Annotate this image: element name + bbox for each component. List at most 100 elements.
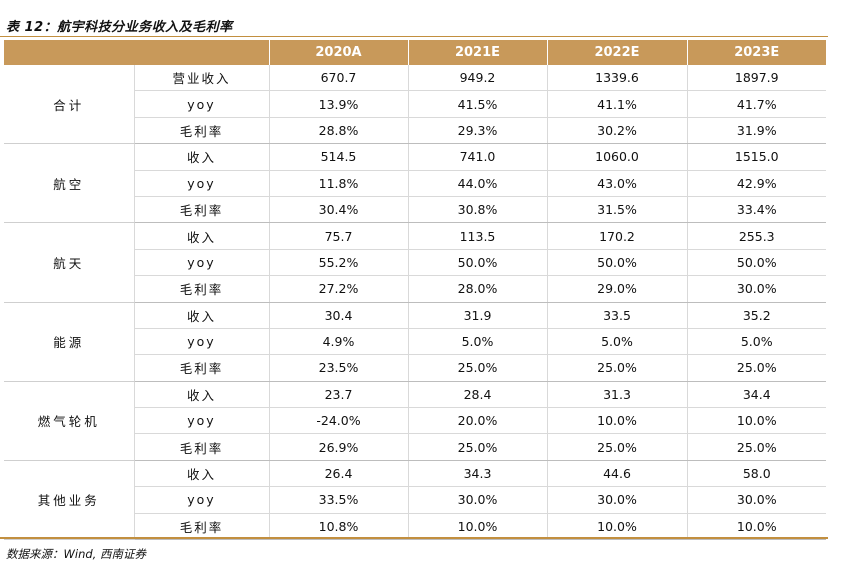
value-cell: 10.0% xyxy=(407,513,547,541)
table-row: yoy 55.2% 50.0% 50.0% 50.0% xyxy=(4,249,826,277)
value-cell: 30.2% xyxy=(546,117,687,145)
metric-label: 收入 xyxy=(133,381,269,409)
value-cell: 10.0% xyxy=(546,407,687,435)
value-cell: 33.5 xyxy=(546,302,687,329)
metric-label: 营业收入 xyxy=(133,65,269,92)
value-cell: 23.7 xyxy=(268,381,408,409)
metric-label: yoy xyxy=(133,170,269,197)
group-label: 燃气轮机 xyxy=(4,381,134,461)
value-cell: 514.5 xyxy=(268,143,408,171)
value-cell: 33.4% xyxy=(686,196,826,224)
value-cell: 949.2 xyxy=(407,65,547,92)
group-label: 航空 xyxy=(4,143,134,224)
table-row: 毛利率 28.8% 29.3% 30.2% 31.9% xyxy=(4,117,826,145)
value-cell: 41.5% xyxy=(407,90,547,118)
metric-label: 毛利率 xyxy=(133,117,269,145)
metric-label: 毛利率 xyxy=(133,433,269,461)
value-cell: 29.3% xyxy=(407,117,547,145)
value-cell: 26.9% xyxy=(268,433,408,461)
table-row: 合计 营业收入 670.7 949.2 1339.6 1897.9 xyxy=(4,65,826,145)
group-label: 合计 xyxy=(4,65,134,145)
value-cell: 30.0% xyxy=(686,486,826,514)
metric-label: 收入 xyxy=(133,222,269,250)
value-cell: 30.0% xyxy=(686,275,826,303)
value-cell: 741.0 xyxy=(407,143,547,171)
metric-label: yoy xyxy=(133,328,269,356)
group-label: 航天 xyxy=(4,222,134,303)
title-rule xyxy=(0,36,828,37)
value-cell: 670.7 xyxy=(268,65,408,92)
value-cell: 34.4 xyxy=(686,381,826,409)
value-cell: 25.0% xyxy=(686,433,826,461)
group-label: 其他业务 xyxy=(4,460,134,541)
value-cell: 255.3 xyxy=(686,222,826,250)
table-row: 毛利率 26.9% 25.0% 25.0% 25.0% xyxy=(4,433,826,461)
value-cell: 170.2 xyxy=(546,222,687,250)
value-cell: 26.4 xyxy=(268,460,408,488)
header-cell: 2023E xyxy=(686,40,826,65)
metric-label: 收入 xyxy=(133,143,269,171)
table-row: yoy -24.0% 20.0% 10.0% 10.0% xyxy=(4,407,826,435)
value-cell: 41.1% xyxy=(546,90,687,118)
value-cell: 25.0% xyxy=(686,354,826,382)
value-cell: 1060.0 xyxy=(546,143,687,171)
value-cell: 10.8% xyxy=(268,513,408,541)
value-cell: 5.0% xyxy=(546,328,687,356)
table-row: 航天 收入 75.7 113.5 170.2 255.3 xyxy=(4,222,826,303)
value-cell: 13.9% xyxy=(268,90,408,118)
table-row: 毛利率 10.8% 10.0% 10.0% 10.0% xyxy=(4,513,826,541)
value-cell: 30.8% xyxy=(407,196,547,224)
value-cell: 30.0% xyxy=(407,486,547,514)
header-cell: 2020A xyxy=(268,40,408,65)
value-cell: 25.0% xyxy=(546,354,687,382)
value-cell: 10.0% xyxy=(546,513,687,541)
metric-label: 收入 xyxy=(133,302,269,329)
header-cell: 2022E xyxy=(546,40,687,65)
value-cell: 25.0% xyxy=(407,433,547,461)
metric-label: 收入 xyxy=(133,460,269,488)
table-row: 毛利率 30.4% 30.8% 31.5% 33.4% xyxy=(4,196,826,224)
bottom-rule xyxy=(0,537,828,539)
value-cell: 29.0% xyxy=(546,275,687,303)
value-cell: 11.8% xyxy=(268,170,408,197)
value-cell: 10.0% xyxy=(686,407,826,435)
value-cell: 25.0% xyxy=(546,433,687,461)
value-cell: 33.5% xyxy=(268,486,408,514)
header-cell: 2021E xyxy=(407,40,547,65)
value-cell: 50.0% xyxy=(686,249,826,277)
value-cell: 28.8% xyxy=(268,117,408,145)
metric-label: 毛利率 xyxy=(133,196,269,224)
value-cell: 34.3 xyxy=(407,460,547,488)
value-cell: 23.5% xyxy=(268,354,408,382)
value-cell: 20.0% xyxy=(407,407,547,435)
value-cell: 30.0% xyxy=(546,486,687,514)
value-cell: 55.2% xyxy=(268,249,408,277)
metric-label: yoy xyxy=(133,407,269,435)
source-note: 数据来源：Wind, 西南证券 xyxy=(6,547,146,561)
group-label: 能源 xyxy=(4,302,134,382)
table-body: 合计 营业收入 670.7 949.2 1339.6 1897.9 yoy 13.9% 41.5… xyxy=(4,65,826,541)
value-cell: 5.0% xyxy=(407,328,547,356)
table-row: 燃气轮机 收入 23.7 28.4 31.3 34.4 xyxy=(4,381,826,461)
value-cell: 50.0% xyxy=(407,249,547,277)
table-row: 毛利率 27.2% 28.0% 29.0% 30.0% xyxy=(4,275,826,303)
table-row: yoy 33.5% 30.0% 30.0% 30.0% xyxy=(4,486,826,514)
value-cell: 50.0% xyxy=(546,249,687,277)
value-cell: 31.9 xyxy=(407,302,547,329)
value-cell: 44.0% xyxy=(407,170,547,197)
metric-label: 毛利率 xyxy=(133,513,269,541)
value-cell: 42.9% xyxy=(686,170,826,197)
header-row: 2020A 2021E 2022E 2023E xyxy=(4,40,826,65)
value-cell: 5.0% xyxy=(686,328,826,356)
table-row: yoy 4.9% 5.0% 5.0% 5.0% xyxy=(4,328,826,356)
header-cell xyxy=(4,40,134,65)
table-row: 能源 收入 30.4 31.9 33.5 35.2 xyxy=(4,302,826,382)
table-row: 航空 收入 514.5 741.0 1060.0 1515.0 xyxy=(4,143,826,224)
table-row: 其他业务 收入 26.4 34.3 44.6 58.0 xyxy=(4,460,826,541)
value-cell: 25.0% xyxy=(407,354,547,382)
value-cell: 43.0% xyxy=(546,170,687,197)
metric-label: 毛利率 xyxy=(133,275,269,303)
value-cell: 28.0% xyxy=(407,275,547,303)
value-cell: 1339.6 xyxy=(546,65,687,92)
value-cell: 31.9% xyxy=(686,117,826,145)
